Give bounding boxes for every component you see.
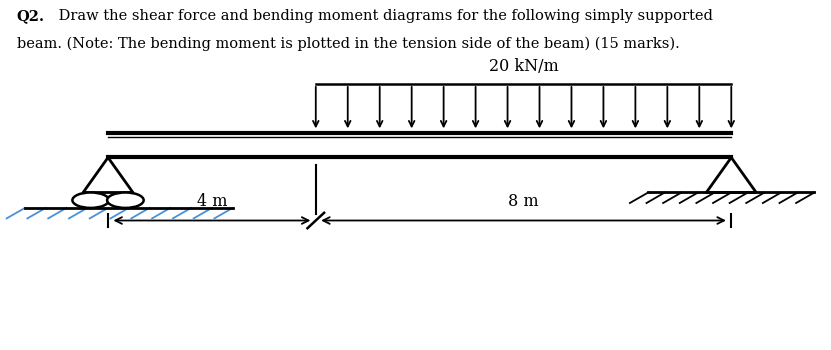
Text: Q2.: Q2. xyxy=(17,9,45,23)
Text: beam. (Note: The bending moment is plotted in the tension side of the beam) (15 : beam. (Note: The bending moment is plott… xyxy=(17,37,680,51)
Text: 4 m: 4 m xyxy=(197,193,227,210)
Circle shape xyxy=(107,193,144,208)
Text: 20 kN/m: 20 kN/m xyxy=(489,58,558,75)
Text: 8 m: 8 m xyxy=(509,193,538,210)
Text: Draw the shear force and bending moment diagrams for the following simply suppor: Draw the shear force and bending moment … xyxy=(54,9,713,23)
Bar xyxy=(108,133,731,158)
Circle shape xyxy=(72,193,109,208)
